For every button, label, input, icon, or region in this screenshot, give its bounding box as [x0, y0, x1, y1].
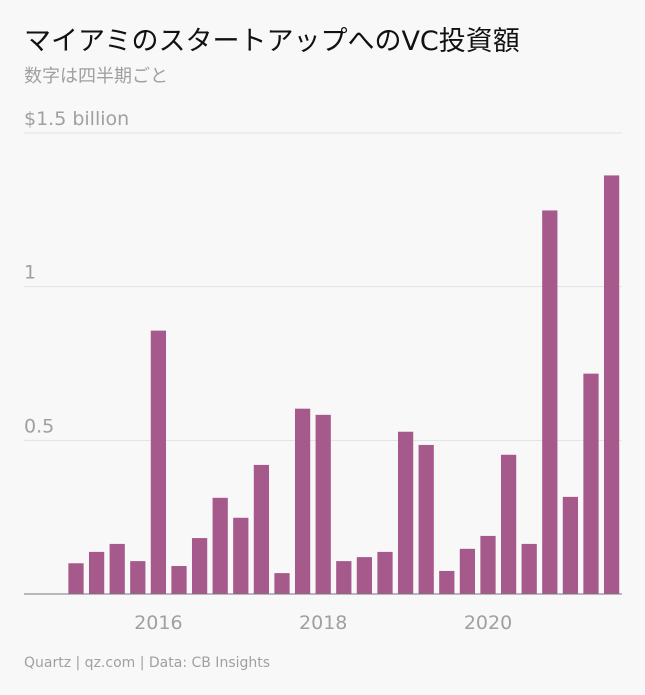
x-tick-label: 2016 [134, 612, 182, 634]
bar [274, 573, 290, 594]
bar [356, 557, 373, 594]
chart-subtitle: 数字は四半期ごと [24, 66, 168, 87]
bar [109, 543, 125, 594]
bar [130, 561, 146, 594]
source: Quartz | qz.com | Data: CB Insights [24, 655, 270, 671]
bar [233, 517, 249, 594]
bar [439, 570, 455, 594]
bar [480, 535, 496, 594]
bar [336, 561, 352, 594]
bar [397, 431, 414, 594]
bar [521, 543, 537, 594]
bar [212, 497, 228, 594]
bar [253, 464, 270, 594]
bar [583, 373, 599, 594]
bar [418, 444, 434, 594]
x-tick-label: 2018 [299, 612, 347, 634]
bar [191, 538, 208, 594]
bar [500, 454, 517, 594]
bar [171, 566, 187, 594]
bar [68, 563, 84, 594]
bar [603, 175, 620, 595]
y-tick-label: 0.5 [24, 415, 54, 437]
bar [542, 210, 558, 594]
bar [294, 408, 311, 594]
bar [459, 548, 476, 594]
bar [88, 551, 105, 594]
x-tick-label: 2020 [464, 612, 512, 634]
y-tick-label: 1 [24, 262, 36, 284]
bar [150, 330, 167, 594]
bar [315, 414, 331, 594]
bar [377, 551, 393, 594]
bar [562, 496, 579, 594]
y-tick-label: $1.5 billion [24, 108, 129, 130]
chart-title: マイアミのスタートアップへのVC投資額 [24, 26, 520, 57]
